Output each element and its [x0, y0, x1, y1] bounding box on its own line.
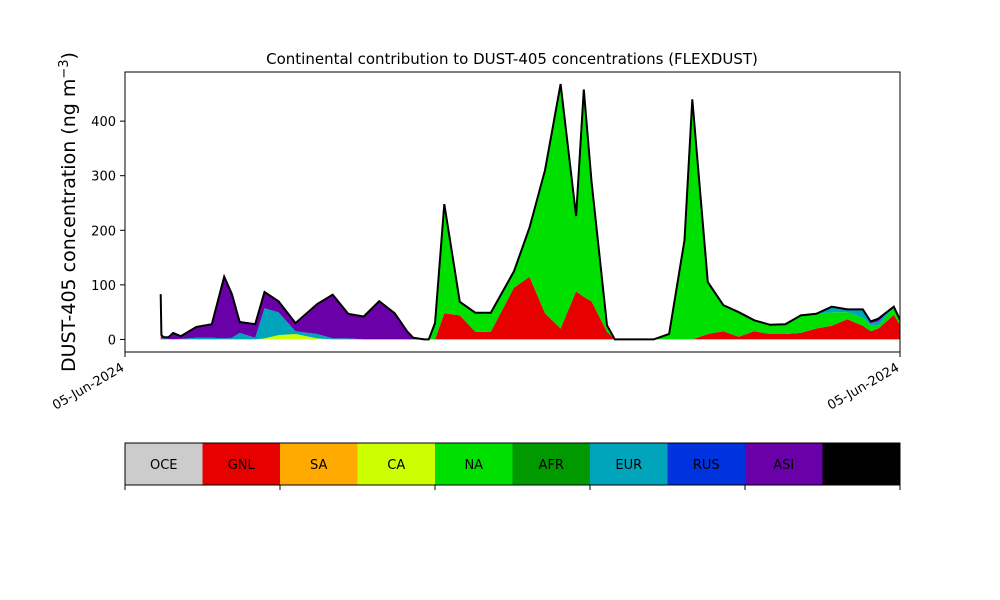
legend-label-oce: OCE [150, 458, 178, 473]
legend-frame [124, 442, 901, 486]
legend-swatch-rus [667, 443, 745, 485]
area-gnl [160, 276, 900, 340]
x-tick-label: 05-Jun-2024 [825, 360, 902, 413]
legend-swatch-afr [512, 443, 590, 485]
y-axis: 0 100 200 300 400 [91, 115, 125, 348]
chart-title: Continental contribution to DUST-405 con… [266, 50, 758, 68]
y-tick-label: 100 [91, 279, 116, 294]
y-tick-label: 200 [91, 224, 116, 239]
x-axis: 05-Jun-2024 05-Jun-2024 [50, 352, 902, 413]
legend-swatch-oce [125, 443, 203, 485]
legend-swatch-ca [357, 443, 435, 485]
legend-swatch-gnl [202, 443, 280, 485]
legend-swatch-aus [822, 443, 900, 485]
y-tick-label: 400 [91, 115, 116, 130]
y-tick-label: 300 [91, 170, 116, 185]
legend-label-na: NA [464, 458, 483, 473]
total-line [159, 83, 900, 341]
legend-swatch-asi [745, 443, 823, 485]
legend-label-eur: EUR [615, 458, 642, 473]
y-axis-label: DUST-405 concentration (ng m−3) [57, 52, 81, 372]
legend-label-ca: CA [387, 458, 405, 473]
legend-label-afr: AFR [539, 458, 564, 473]
legend-label-gnl: GNL [228, 458, 256, 473]
y-tick-label: 0 [108, 333, 116, 348]
plot-frame [124, 71, 901, 353]
plot-area [124, 71, 901, 353]
legend-swatch-sa [280, 443, 358, 485]
legend-label-sa: SA [310, 458, 327, 473]
legend-label-rus: RUS [693, 458, 720, 473]
legend-label-asi: ASI [773, 458, 794, 473]
legend-swatch-na [435, 443, 513, 485]
stacked-areas [160, 84, 900, 340]
area-asi [160, 84, 900, 340]
legend-label-aus: AUS [848, 458, 875, 473]
legend-swatch-eur [590, 443, 668, 485]
area-na [160, 84, 900, 340]
legend-colorbar: OCE GNL SA CA NA AFR EUR RUS ASI AUS [124, 442, 901, 490]
